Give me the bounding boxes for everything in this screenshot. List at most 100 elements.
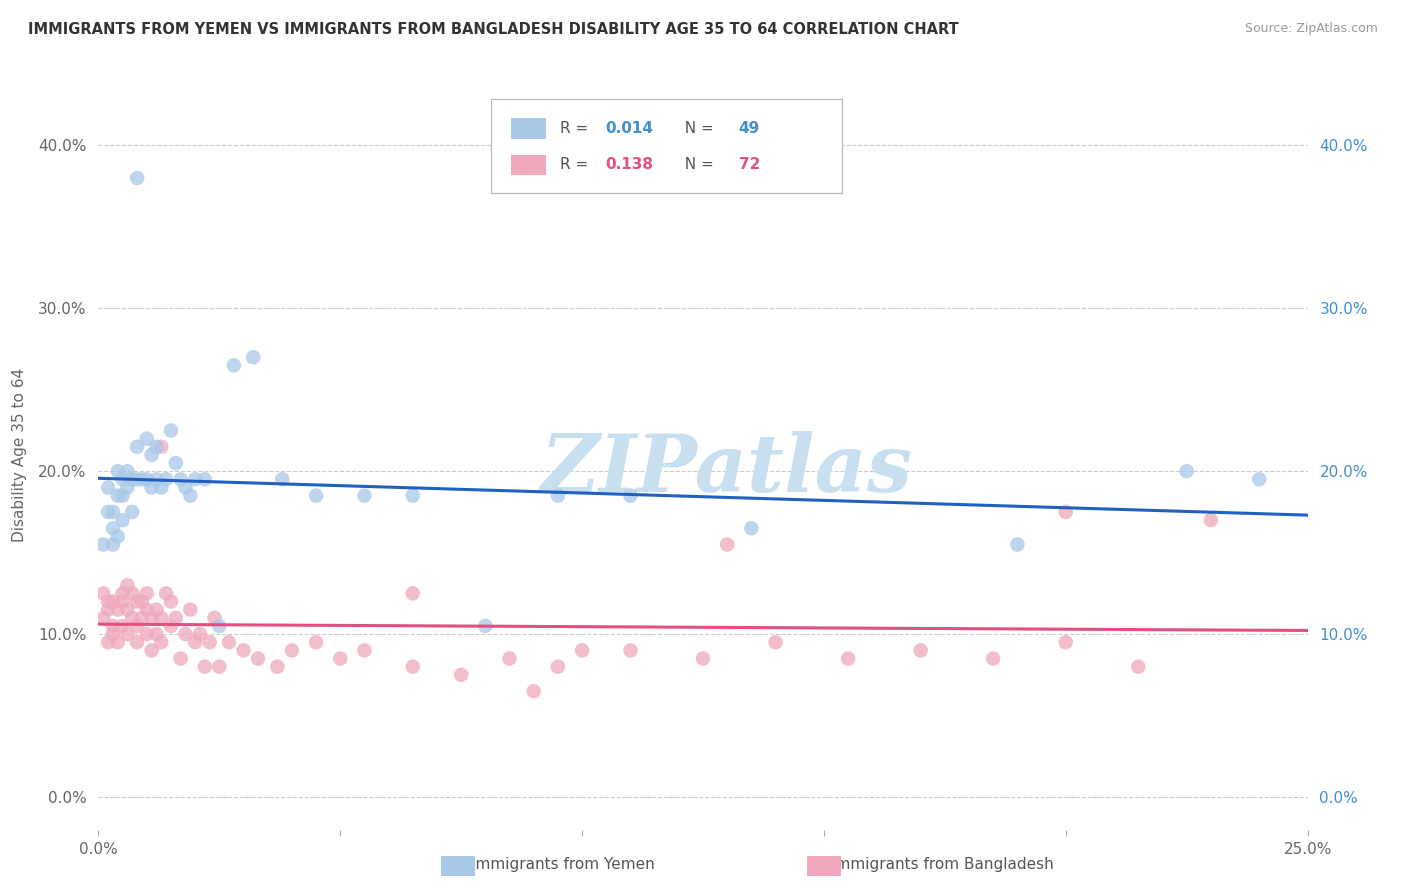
Point	[155, 472, 177, 486]
Text: R =: R =	[560, 157, 593, 172]
Point	[131, 594, 153, 608]
Point	[247, 651, 270, 665]
Text: 0.014: 0.014	[606, 121, 654, 136]
Text: N =: N =	[675, 121, 718, 136]
Point	[91, 537, 114, 551]
Point	[121, 472, 143, 486]
Point	[692, 651, 714, 665]
Text: 0.138: 0.138	[606, 157, 654, 172]
Point	[523, 684, 546, 698]
Point	[169, 651, 191, 665]
Point	[101, 619, 124, 633]
Text: Immigrants from Bangladesh: Immigrants from Bangladesh	[831, 857, 1053, 872]
Point	[619, 643, 641, 657]
Text: Immigrants from Yemen: Immigrants from Yemen	[471, 857, 654, 872]
Point	[97, 481, 120, 495]
Text: ZIPatlas: ZIPatlas	[541, 431, 914, 508]
Point	[1054, 505, 1077, 519]
Point	[141, 448, 163, 462]
FancyBboxPatch shape	[510, 154, 547, 175]
Point	[127, 440, 149, 454]
Point	[91, 611, 114, 625]
Point	[107, 635, 129, 649]
Point	[204, 611, 226, 625]
Point	[208, 619, 231, 633]
Point	[353, 489, 375, 503]
Point	[174, 627, 197, 641]
Point	[160, 619, 183, 633]
Point	[107, 602, 129, 616]
Point	[188, 627, 211, 641]
Point	[716, 537, 738, 551]
Point	[135, 627, 157, 641]
Point	[145, 472, 167, 486]
Point	[474, 619, 496, 633]
Point	[169, 472, 191, 486]
Point	[127, 635, 149, 649]
Point	[981, 651, 1004, 665]
Point	[402, 586, 425, 600]
Point	[131, 472, 153, 486]
Point	[174, 481, 197, 495]
Point	[97, 635, 120, 649]
Point	[97, 505, 120, 519]
Point	[117, 627, 139, 641]
Point	[111, 619, 134, 633]
Point	[111, 513, 134, 527]
Point	[547, 659, 569, 673]
Point	[222, 359, 245, 373]
Text: R =: R =	[560, 121, 593, 136]
Point	[117, 481, 139, 495]
Point	[765, 635, 787, 649]
Point	[547, 489, 569, 503]
Point	[402, 489, 425, 503]
Text: Source: ZipAtlas.com: Source: ZipAtlas.com	[1244, 22, 1378, 36]
Point	[150, 635, 173, 649]
Point	[101, 521, 124, 535]
Point	[111, 489, 134, 503]
Point	[194, 472, 217, 486]
Point	[242, 350, 264, 364]
Point	[131, 611, 153, 625]
Point	[135, 602, 157, 616]
Text: 72: 72	[738, 157, 761, 172]
Point	[619, 489, 641, 503]
Point	[305, 489, 328, 503]
Point	[198, 635, 221, 649]
Point	[571, 643, 593, 657]
Point	[1249, 472, 1271, 486]
Point	[179, 602, 201, 616]
Point	[402, 659, 425, 673]
Point	[1007, 537, 1029, 551]
Point	[208, 659, 231, 673]
Point	[111, 586, 134, 600]
Point	[1054, 635, 1077, 649]
Point	[101, 627, 124, 641]
Point	[150, 481, 173, 495]
Point	[165, 611, 187, 625]
Point	[837, 651, 859, 665]
Text: N =: N =	[675, 157, 718, 172]
Point	[910, 643, 932, 657]
Point	[281, 643, 304, 657]
Point	[1199, 513, 1222, 527]
Point	[1175, 464, 1198, 478]
Point	[121, 611, 143, 625]
Point	[1128, 659, 1150, 673]
Point	[141, 643, 163, 657]
Point	[117, 602, 139, 616]
Point	[117, 464, 139, 478]
Point	[101, 537, 124, 551]
Point	[91, 586, 114, 600]
Point	[498, 651, 520, 665]
Point	[135, 472, 157, 486]
Point	[266, 659, 288, 673]
Point	[145, 440, 167, 454]
FancyBboxPatch shape	[492, 99, 842, 193]
Point	[232, 643, 254, 657]
Point	[218, 635, 240, 649]
Point	[141, 611, 163, 625]
Point	[179, 489, 201, 503]
Point	[141, 481, 163, 495]
FancyBboxPatch shape	[510, 119, 547, 139]
